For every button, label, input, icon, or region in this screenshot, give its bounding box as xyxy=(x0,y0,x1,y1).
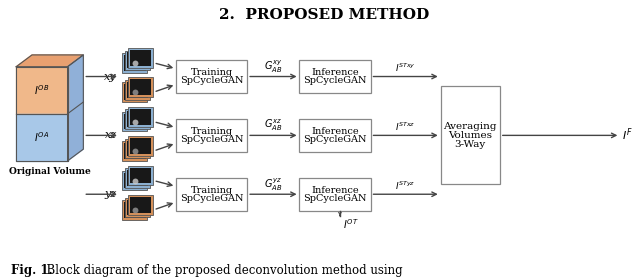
Bar xyxy=(176,60,247,93)
Bar xyxy=(124,55,145,71)
Bar xyxy=(122,141,147,161)
Point xyxy=(129,178,140,183)
Text: Block diagram of the proposed deconvolution method using: Block diagram of the proposed deconvolut… xyxy=(39,264,403,277)
Text: Inference: Inference xyxy=(311,68,359,77)
Text: $I^{OT}$: $I^{OT}$ xyxy=(343,217,358,230)
Bar xyxy=(127,200,148,215)
Bar xyxy=(128,48,154,68)
Text: $I^{OB}$: $I^{OB}$ xyxy=(35,83,49,97)
Bar xyxy=(128,78,154,97)
Bar xyxy=(122,82,147,102)
Text: $I^{STxz}$: $I^{STxz}$ xyxy=(396,120,416,133)
Polygon shape xyxy=(68,55,83,161)
Bar xyxy=(124,143,145,159)
Bar xyxy=(128,107,154,127)
Text: Averaging: Averaging xyxy=(444,122,497,131)
Bar xyxy=(300,119,371,152)
Text: Training: Training xyxy=(191,186,233,194)
Text: $I^{OA}$: $I^{OA}$ xyxy=(35,131,49,144)
Bar xyxy=(127,52,148,68)
Bar xyxy=(124,114,145,129)
Bar xyxy=(122,171,147,190)
Text: SpCycleGAN: SpCycleGAN xyxy=(303,76,367,85)
Text: $G^{xz}_{AB}$: $G^{xz}_{AB}$ xyxy=(264,118,282,133)
Text: SpCycleGAN: SpCycleGAN xyxy=(303,194,367,203)
Bar xyxy=(300,177,371,211)
Text: Volumes: Volumes xyxy=(448,131,492,140)
Bar xyxy=(125,50,150,70)
Point xyxy=(129,61,140,65)
Bar xyxy=(130,109,152,125)
Text: xz: xz xyxy=(105,130,117,140)
Text: xy: xy xyxy=(104,71,117,81)
Bar xyxy=(300,60,371,93)
Bar xyxy=(128,166,154,186)
Point xyxy=(129,208,140,212)
Text: SpCycleGAN: SpCycleGAN xyxy=(180,135,243,144)
Bar xyxy=(176,177,247,211)
Bar xyxy=(122,53,147,73)
Bar xyxy=(124,173,145,188)
Bar xyxy=(122,200,147,220)
Bar xyxy=(124,84,145,100)
Polygon shape xyxy=(16,55,83,67)
Bar xyxy=(128,136,154,156)
Text: 2.  PROPOSED METHOD: 2. PROPOSED METHOD xyxy=(219,8,429,22)
Text: $I^{STxy}$: $I^{STxy}$ xyxy=(396,61,416,74)
Point xyxy=(129,90,140,95)
Text: SpCycleGAN: SpCycleGAN xyxy=(303,135,367,144)
Bar xyxy=(127,141,148,157)
Bar xyxy=(125,139,150,158)
Bar xyxy=(130,168,152,184)
Point xyxy=(129,149,140,153)
Point xyxy=(129,119,140,124)
Text: 3-Way: 3-Way xyxy=(454,140,486,149)
Bar xyxy=(127,111,148,127)
Bar xyxy=(128,195,154,215)
Bar xyxy=(130,138,152,154)
Text: Fig. 1.: Fig. 1. xyxy=(12,264,53,277)
Bar xyxy=(130,50,152,66)
Text: $I^{STyz}$: $I^{STyz}$ xyxy=(396,179,416,192)
Bar xyxy=(125,80,150,100)
Text: SpCycleGAN: SpCycleGAN xyxy=(180,76,243,85)
Text: Training: Training xyxy=(191,127,233,136)
Text: $I^{F}$: $I^{F}$ xyxy=(622,126,633,143)
Text: yz: yz xyxy=(105,189,117,199)
Bar xyxy=(125,168,150,188)
Text: Training: Training xyxy=(191,68,233,77)
Bar xyxy=(127,82,148,98)
Bar xyxy=(124,202,145,218)
Bar xyxy=(125,198,150,217)
Text: SpCycleGAN: SpCycleGAN xyxy=(180,194,243,203)
Polygon shape xyxy=(16,67,68,114)
Text: $G^{xy}_{AB}$: $G^{xy}_{AB}$ xyxy=(264,59,282,75)
Bar xyxy=(122,112,147,131)
Text: Original Volume: Original Volume xyxy=(9,167,91,176)
Text: Inference: Inference xyxy=(311,186,359,194)
Bar xyxy=(130,80,152,95)
Bar xyxy=(440,86,500,184)
Text: $G^{yz}_{AB}$: $G^{yz}_{AB}$ xyxy=(264,176,282,193)
Bar xyxy=(125,109,150,129)
Polygon shape xyxy=(16,114,68,161)
Bar xyxy=(130,197,152,213)
Bar xyxy=(176,119,247,152)
Bar xyxy=(127,170,148,186)
Text: Inference: Inference xyxy=(311,127,359,136)
